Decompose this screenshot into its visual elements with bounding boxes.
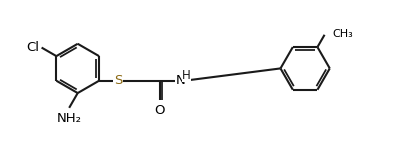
Text: Cl: Cl: [26, 41, 39, 54]
Text: H: H: [182, 69, 191, 82]
Text: N: N: [176, 74, 185, 87]
Text: CH₃: CH₃: [332, 29, 353, 39]
Text: NH₂: NH₂: [57, 112, 82, 125]
Text: O: O: [154, 104, 165, 117]
Text: S: S: [114, 74, 122, 87]
